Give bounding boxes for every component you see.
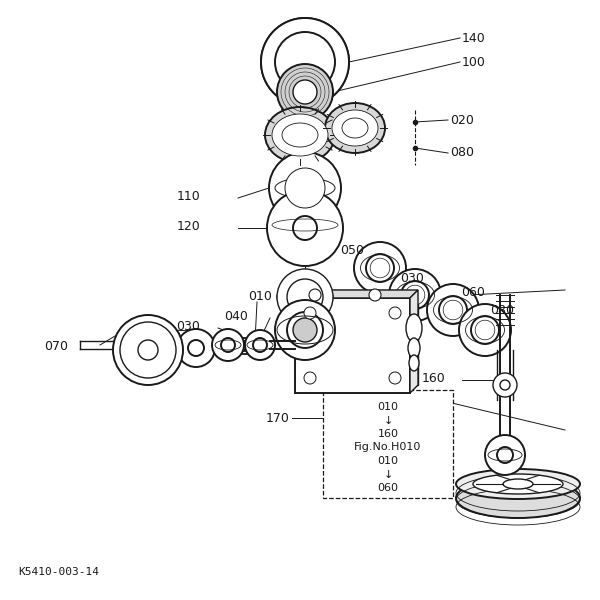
Circle shape xyxy=(389,269,441,321)
Ellipse shape xyxy=(456,469,580,499)
Circle shape xyxy=(188,340,204,356)
Circle shape xyxy=(459,304,511,356)
Circle shape xyxy=(293,216,317,240)
Circle shape xyxy=(275,300,335,360)
Circle shape xyxy=(405,285,425,305)
Text: 160: 160 xyxy=(421,371,445,385)
Ellipse shape xyxy=(503,479,533,489)
Text: 030: 030 xyxy=(400,271,424,284)
Text: 050: 050 xyxy=(340,244,364,257)
Circle shape xyxy=(113,315,183,385)
Ellipse shape xyxy=(473,474,563,494)
Circle shape xyxy=(304,307,316,319)
Circle shape xyxy=(267,24,343,100)
Circle shape xyxy=(309,289,321,301)
Text: 020: 020 xyxy=(450,113,474,127)
Circle shape xyxy=(293,80,317,104)
Text: 070: 070 xyxy=(44,340,68,352)
Circle shape xyxy=(287,279,323,315)
Circle shape xyxy=(427,284,479,336)
Circle shape xyxy=(275,32,335,92)
Circle shape xyxy=(277,269,333,325)
Circle shape xyxy=(471,316,499,344)
Circle shape xyxy=(475,320,495,340)
Ellipse shape xyxy=(342,118,368,138)
Circle shape xyxy=(275,32,335,92)
Circle shape xyxy=(354,242,406,294)
Circle shape xyxy=(389,307,401,319)
Circle shape xyxy=(289,172,321,204)
Ellipse shape xyxy=(409,355,419,371)
Text: 080: 080 xyxy=(450,146,474,160)
Bar xyxy=(323,390,453,498)
Circle shape xyxy=(500,380,510,390)
Text: H010: H010 xyxy=(382,380,409,390)
Circle shape xyxy=(120,322,176,378)
Text: K5410-003-14: K5410-003-14 xyxy=(18,567,99,577)
Circle shape xyxy=(245,330,275,360)
Ellipse shape xyxy=(332,110,378,146)
Text: 010: 010 xyxy=(377,456,398,466)
Circle shape xyxy=(389,372,401,384)
Text: 040: 040 xyxy=(224,310,248,323)
Circle shape xyxy=(285,168,325,208)
Circle shape xyxy=(287,312,323,348)
Circle shape xyxy=(443,300,463,320)
Circle shape xyxy=(485,435,525,475)
Circle shape xyxy=(177,329,215,367)
Ellipse shape xyxy=(272,114,328,156)
Circle shape xyxy=(369,289,381,301)
Text: Fig.No.H010: Fig.No.H010 xyxy=(355,443,422,452)
Circle shape xyxy=(493,373,517,397)
Text: 140: 140 xyxy=(462,31,486,44)
Circle shape xyxy=(138,340,158,360)
Circle shape xyxy=(304,372,316,384)
Circle shape xyxy=(134,336,162,364)
Ellipse shape xyxy=(265,107,335,163)
Text: 170: 170 xyxy=(266,412,290,425)
Text: 100: 100 xyxy=(462,55,486,68)
Circle shape xyxy=(261,18,349,106)
Text: 060: 060 xyxy=(461,286,485,299)
Circle shape xyxy=(253,338,267,352)
Ellipse shape xyxy=(325,103,385,153)
Text: Fig.No.: Fig.No. xyxy=(382,370,418,380)
Text: 080: 080 xyxy=(490,304,514,317)
Ellipse shape xyxy=(406,314,422,342)
Circle shape xyxy=(293,318,317,342)
Circle shape xyxy=(261,18,349,106)
Circle shape xyxy=(221,338,235,352)
Bar xyxy=(295,298,410,393)
Text: 160: 160 xyxy=(377,429,398,439)
Text: ↓: ↓ xyxy=(383,415,392,425)
Text: 010: 010 xyxy=(248,290,272,304)
Text: 030: 030 xyxy=(176,320,200,334)
Circle shape xyxy=(212,329,244,361)
Text: 060: 060 xyxy=(377,483,398,493)
Circle shape xyxy=(275,32,335,92)
Circle shape xyxy=(497,447,513,463)
Text: 120: 120 xyxy=(176,220,200,233)
Ellipse shape xyxy=(456,478,580,518)
Bar xyxy=(303,290,418,385)
Text: 010: 010 xyxy=(377,402,398,412)
Circle shape xyxy=(401,281,429,309)
Text: 110: 110 xyxy=(176,191,200,203)
Circle shape xyxy=(277,64,333,120)
Polygon shape xyxy=(410,290,418,393)
Circle shape xyxy=(439,296,467,324)
Ellipse shape xyxy=(282,123,318,147)
Text: ↓: ↓ xyxy=(383,469,392,479)
Circle shape xyxy=(267,190,343,266)
Polygon shape xyxy=(295,290,418,298)
Circle shape xyxy=(366,254,394,282)
Circle shape xyxy=(370,258,390,278)
Circle shape xyxy=(269,152,341,224)
Text: 060: 060 xyxy=(119,323,143,337)
Ellipse shape xyxy=(277,285,333,309)
Ellipse shape xyxy=(408,338,420,358)
